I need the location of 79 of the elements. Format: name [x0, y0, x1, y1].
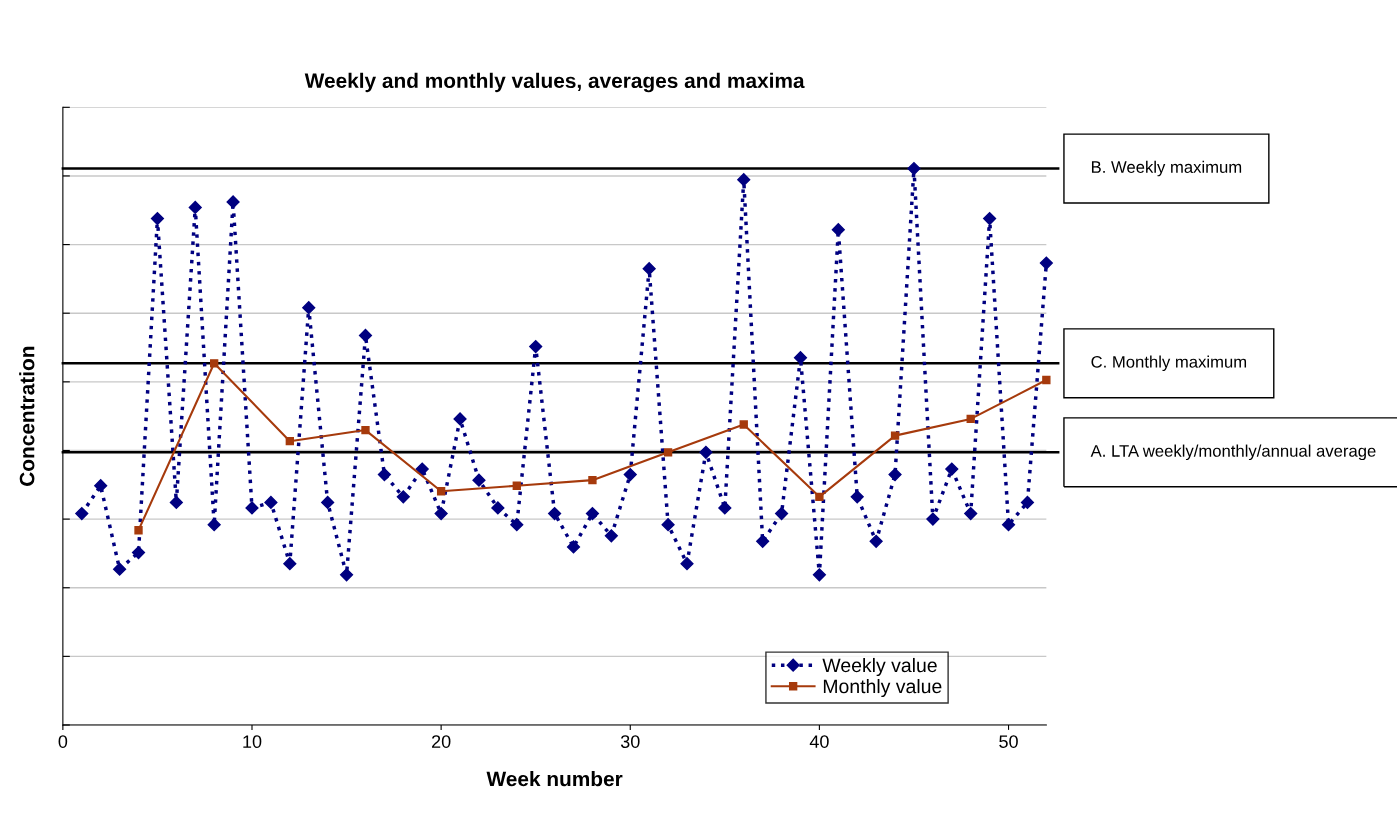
x-tick-label: 20 — [432, 735, 451, 748]
point — [890, 431, 900, 440]
point — [945, 462, 959, 476]
point — [1042, 375, 1051, 385]
point — [210, 359, 219, 368]
point — [756, 534, 770, 548]
point — [1020, 495, 1035, 510]
point — [793, 351, 808, 365]
point — [396, 490, 410, 504]
point — [737, 173, 751, 187]
x-axis-title: Week number — [486, 771, 623, 787]
point — [226, 195, 240, 209]
y-axis-title: Concentration — [19, 346, 35, 486]
x-tick-label: 50 — [999, 735, 1018, 748]
ref-line-label: B. Weekly maximum — [1091, 160, 1242, 177]
x-tick-label: 0 — [58, 735, 68, 748]
legend-label: Monthly value — [823, 678, 942, 698]
point — [815, 492, 824, 502]
point — [283, 557, 297, 571]
point — [510, 518, 524, 532]
point — [169, 495, 183, 510]
point — [983, 212, 997, 226]
point — [134, 526, 143, 535]
point — [966, 414, 975, 424]
point — [869, 534, 883, 548]
point — [964, 506, 978, 521]
point — [604, 529, 618, 543]
point — [1001, 518, 1016, 532]
point — [548, 506, 562, 521]
point — [188, 200, 202, 215]
point — [491, 501, 505, 515]
point — [434, 506, 448, 521]
point — [75, 506, 89, 521]
point — [812, 568, 826, 582]
point — [436, 487, 446, 496]
x-tick-label: 30 — [620, 735, 640, 748]
point — [113, 562, 127, 576]
point — [150, 212, 165, 226]
chart-title: Weekly and monthly values, averages and maxima — [304, 72, 805, 93]
point — [831, 223, 845, 237]
point — [415, 462, 429, 476]
point — [585, 506, 600, 521]
point — [642, 262, 656, 276]
point — [926, 512, 940, 526]
point — [321, 495, 335, 510]
ref-line-label: A. LTA weekly/monthly/annual average — [1090, 444, 1376, 461]
point — [94, 479, 108, 493]
point — [361, 425, 370, 435]
point — [245, 501, 259, 515]
point — [207, 518, 221, 532]
point — [663, 448, 673, 457]
point — [453, 412, 467, 426]
point — [888, 468, 902, 482]
x-tick-label: 10 — [243, 735, 262, 748]
point — [302, 301, 316, 315]
point — [1039, 256, 1053, 270]
point — [358, 328, 373, 343]
point — [529, 340, 543, 354]
point — [774, 506, 789, 521]
point — [680, 557, 694, 571]
point — [131, 545, 146, 560]
point — [472, 473, 486, 487]
ref-line-label: C. Monthly maximum — [1091, 355, 1247, 372]
legend-label: Weekly value — [822, 657, 937, 677]
point — [699, 445, 713, 459]
point — [264, 495, 278, 510]
x-tick-label: 40 — [809, 735, 829, 748]
point — [739, 420, 748, 429]
point — [850, 490, 864, 504]
point — [661, 518, 675, 532]
point — [566, 540, 581, 554]
point — [588, 475, 597, 485]
point — [285, 437, 294, 446]
point — [512, 481, 521, 490]
point — [377, 468, 391, 482]
point — [339, 568, 354, 582]
point — [718, 501, 732, 515]
point — [623, 468, 637, 482]
point — [907, 161, 921, 176]
